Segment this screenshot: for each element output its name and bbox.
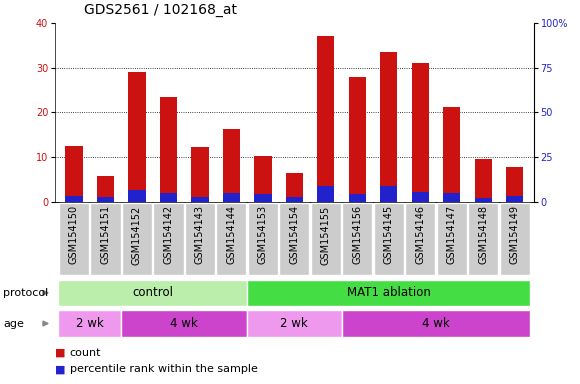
Text: protocol: protocol: [3, 288, 48, 298]
Bar: [223, 129, 240, 202]
Bar: [191, 197, 209, 202]
Bar: [349, 194, 366, 202]
Text: GSM154153: GSM154153: [258, 205, 268, 265]
Text: control: control: [132, 286, 173, 299]
FancyBboxPatch shape: [468, 203, 498, 275]
FancyBboxPatch shape: [499, 203, 530, 275]
Bar: [443, 193, 461, 202]
Text: 4 wk: 4 wk: [422, 317, 450, 330]
Bar: [380, 186, 397, 202]
FancyBboxPatch shape: [58, 310, 121, 337]
Bar: [474, 159, 492, 202]
Text: GSM154143: GSM154143: [195, 205, 205, 264]
Text: GSM154146: GSM154146: [415, 205, 425, 264]
Bar: [474, 198, 492, 202]
Bar: [191, 147, 209, 202]
Text: 2 wk: 2 wk: [76, 317, 104, 330]
Text: percentile rank within the sample: percentile rank within the sample: [70, 364, 258, 374]
FancyBboxPatch shape: [153, 203, 183, 275]
FancyBboxPatch shape: [248, 203, 278, 275]
FancyBboxPatch shape: [121, 310, 247, 337]
Bar: [128, 190, 146, 202]
Text: 4 wk: 4 wk: [171, 317, 198, 330]
Text: count: count: [70, 348, 101, 358]
FancyBboxPatch shape: [279, 203, 310, 275]
FancyBboxPatch shape: [216, 203, 246, 275]
FancyBboxPatch shape: [247, 280, 531, 306]
Bar: [506, 167, 523, 202]
Bar: [128, 72, 146, 202]
Bar: [286, 172, 303, 202]
Text: GSM154147: GSM154147: [447, 205, 457, 265]
FancyBboxPatch shape: [405, 203, 436, 275]
Text: GSM154145: GSM154145: [384, 205, 394, 265]
Text: GSM154151: GSM154151: [100, 205, 110, 265]
Bar: [317, 186, 335, 202]
Text: ■: ■: [55, 364, 69, 374]
Bar: [317, 36, 335, 202]
Text: GSM154144: GSM154144: [226, 205, 237, 264]
Bar: [443, 107, 461, 202]
Bar: [412, 63, 429, 202]
Bar: [254, 194, 271, 202]
Bar: [97, 197, 114, 202]
Text: age: age: [3, 318, 24, 329]
Text: ■: ■: [55, 348, 69, 358]
Bar: [349, 77, 366, 202]
Text: GSM154155: GSM154155: [321, 205, 331, 265]
Text: GSM154156: GSM154156: [352, 205, 362, 265]
Bar: [286, 197, 303, 202]
Text: MAT1 ablation: MAT1 ablation: [347, 286, 431, 299]
Text: 2 wk: 2 wk: [281, 317, 308, 330]
Bar: [254, 156, 271, 202]
Bar: [160, 97, 177, 202]
FancyBboxPatch shape: [374, 203, 404, 275]
Bar: [506, 196, 523, 202]
FancyBboxPatch shape: [342, 203, 372, 275]
Bar: [66, 196, 82, 202]
Bar: [223, 193, 240, 202]
Bar: [380, 52, 397, 202]
FancyBboxPatch shape: [58, 280, 247, 306]
Text: GSM154150: GSM154150: [69, 205, 79, 265]
FancyBboxPatch shape: [185, 203, 215, 275]
Text: GSM154148: GSM154148: [478, 205, 488, 264]
Bar: [160, 193, 177, 202]
FancyBboxPatch shape: [59, 203, 89, 275]
Text: GSM154152: GSM154152: [132, 205, 142, 265]
FancyBboxPatch shape: [311, 203, 341, 275]
Text: GSM154154: GSM154154: [289, 205, 299, 265]
FancyBboxPatch shape: [437, 203, 467, 275]
Text: GSM154149: GSM154149: [510, 205, 520, 264]
FancyBboxPatch shape: [342, 310, 531, 337]
FancyBboxPatch shape: [122, 203, 152, 275]
FancyBboxPatch shape: [90, 203, 121, 275]
Bar: [97, 176, 114, 202]
Bar: [66, 146, 82, 202]
Bar: [412, 192, 429, 202]
FancyBboxPatch shape: [247, 310, 342, 337]
Text: GDS2561 / 102168_at: GDS2561 / 102168_at: [84, 3, 237, 17]
Text: GSM154142: GSM154142: [164, 205, 173, 265]
